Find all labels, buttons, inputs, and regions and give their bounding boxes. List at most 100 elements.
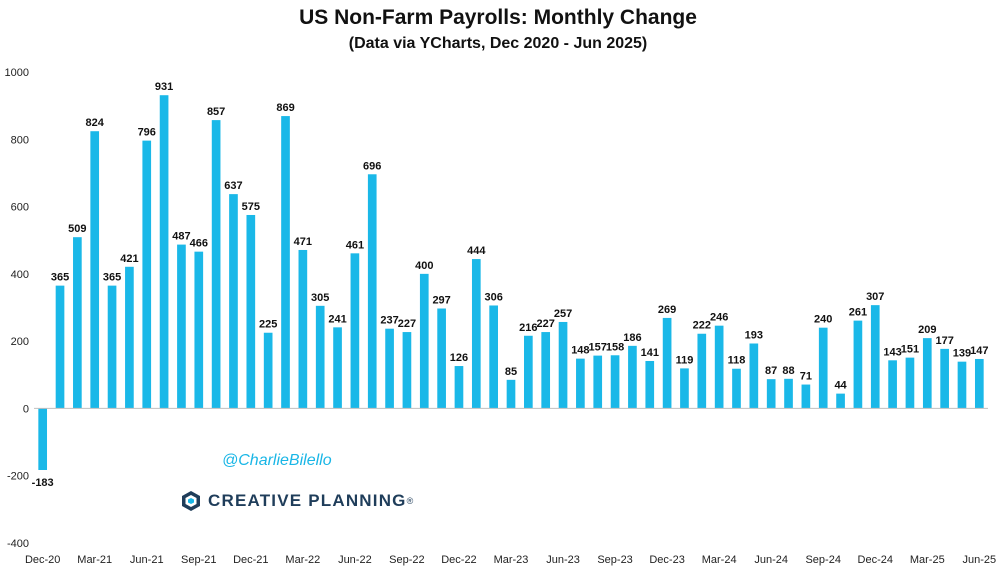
bar-Sep-21 (194, 251, 204, 409)
data-label-Feb-22: 869 (276, 102, 294, 114)
bar-Dec-20 (38, 408, 48, 470)
data-label-Feb-23: 306 (484, 291, 502, 303)
y-tick-label: 400 (11, 269, 29, 281)
data-label-Mar-21: 824 (86, 117, 105, 129)
x-tick-label: Sep-23 (597, 554, 632, 566)
data-label-Jan-21: 365 (51, 272, 69, 284)
y-tick-label: 600 (11, 202, 29, 214)
data-label-Apr-22: 305 (311, 292, 329, 304)
data-label-Feb-25: 151 (901, 344, 919, 356)
x-tick-label: Mar-25 (910, 554, 945, 566)
bar-Dec-21 (246, 214, 256, 409)
creative-planning-logo-icon (182, 491, 200, 511)
data-label-Nov-22: 297 (432, 295, 450, 307)
data-label-May-21: 421 (120, 253, 138, 265)
data-label-Dec-22: 126 (450, 352, 468, 364)
data-label-Sep-22: 227 (398, 318, 416, 330)
bar-Oct-23 (628, 345, 637, 409)
data-label-Sep-23: 158 (606, 341, 624, 353)
bar-Nov-21 (229, 194, 238, 409)
logo-text: CREATIVE PLANNING (208, 491, 407, 510)
bar-Feb-22 (281, 116, 290, 409)
bar-Jan-24 (680, 368, 689, 409)
author-handle: @CharlieBilello (222, 452, 332, 469)
bar-May-23 (541, 332, 551, 409)
data-label-Dec-24: 307 (866, 291, 884, 303)
data-label-Dec-20: -183 (32, 477, 54, 489)
bar-Jan-22 (263, 332, 273, 409)
bar-Dec-22 (454, 366, 464, 409)
y-axis-labels: -400 -200 0 200 400 600 800 1000 (5, 67, 29, 550)
registered-mark: ® (406, 496, 414, 506)
y-tick-label: 800 (11, 134, 29, 146)
bar-Apr-21 (107, 285, 117, 409)
data-label-Jun-22: 461 (346, 239, 364, 251)
data-label-Nov-21: 637 (224, 180, 242, 192)
bar-Jul-22 (367, 174, 377, 409)
bar-Aug-22 (385, 328, 394, 409)
bar-Apr-23 (524, 335, 533, 409)
bar-Jun-22 (350, 253, 360, 409)
data-label-Apr-23: 216 (519, 322, 537, 334)
bar-Mar-24 (714, 325, 724, 409)
bar-May-21 (125, 266, 134, 409)
data-label-Jul-24: 88 (782, 365, 794, 377)
bar-Nov-24 (853, 320, 863, 409)
bar-Oct-22 (419, 273, 429, 409)
chart-title: US Non-Farm Payrolls: Monthly Change (299, 6, 697, 29)
bar-Oct-24 (836, 393, 845, 409)
bar-Aug-24 (801, 384, 811, 409)
data-label-Aug-21: 487 (172, 231, 190, 243)
data-label-Oct-24: 44 (834, 380, 847, 392)
x-tick-label: Sep-24 (805, 554, 840, 566)
data-label-Apr-24: 118 (728, 355, 746, 367)
data-label-Aug-24: 71 (800, 371, 812, 383)
data-label-Oct-23: 186 (623, 332, 641, 344)
bar-Mar-25 (922, 338, 932, 409)
data-label-Mar-22: 471 (294, 236, 312, 248)
data-label-May-25: 139 (953, 348, 971, 360)
x-tick-label: Jun-21 (130, 554, 164, 566)
bar-May-22 (333, 327, 342, 409)
data-label-May-24: 193 (745, 329, 763, 341)
data-label-May-23: 227 (537, 318, 555, 330)
creative-planning-logo: CREATIVE PLANNING ® (180, 488, 413, 514)
bars-group (38, 95, 984, 470)
data-label-Feb-24: 222 (693, 320, 711, 332)
bar-Sep-24 (818, 327, 828, 409)
bar-Feb-24 (697, 333, 707, 409)
data-label-Jun-24: 87 (765, 365, 777, 377)
data-label-Jul-22: 696 (363, 160, 381, 172)
x-tick-label: Mar-23 (494, 554, 529, 566)
bar-Apr-22 (315, 305, 325, 409)
bar-Mar-21 (90, 131, 100, 409)
bar-Oct-21 (211, 120, 221, 409)
y-tick-label: 1000 (5, 67, 29, 79)
data-label-Apr-21: 365 (103, 272, 121, 284)
data-label-Jul-21: 931 (155, 81, 173, 93)
data-label-Jun-23: 257 (554, 308, 572, 320)
data-label-Jun-25: 147 (970, 345, 988, 357)
bar-Apr-25 (940, 348, 949, 409)
data-label-Jan-22: 225 (259, 319, 277, 331)
bar-Sep-23 (610, 355, 620, 409)
x-tick-label: Dec-24 (858, 554, 893, 566)
data-label-Nov-24: 261 (849, 307, 867, 319)
bar-Jun-23 (558, 321, 568, 409)
bar-Dec-24 (870, 305, 880, 409)
bar-Nov-22 (437, 308, 446, 409)
bar-Jun-21 (142, 140, 152, 409)
data-label-Oct-21: 857 (207, 106, 225, 118)
data-label-Jul-23: 148 (571, 345, 589, 357)
bar-Jul-24 (784, 378, 793, 409)
bar-May-25 (957, 361, 967, 409)
data-label-Mar-24: 246 (710, 312, 728, 324)
bar-Feb-25 (905, 357, 915, 409)
bar-Feb-21 (73, 237, 82, 409)
bar-Jan-23 (471, 259, 481, 409)
x-tick-label: Dec-21 (233, 554, 268, 566)
bar-Dec-23 (662, 317, 672, 409)
x-tick-label: Dec-23 (649, 554, 684, 566)
x-tick-label: Dec-20 (25, 554, 60, 566)
y-tick-label: 0 (23, 403, 29, 415)
